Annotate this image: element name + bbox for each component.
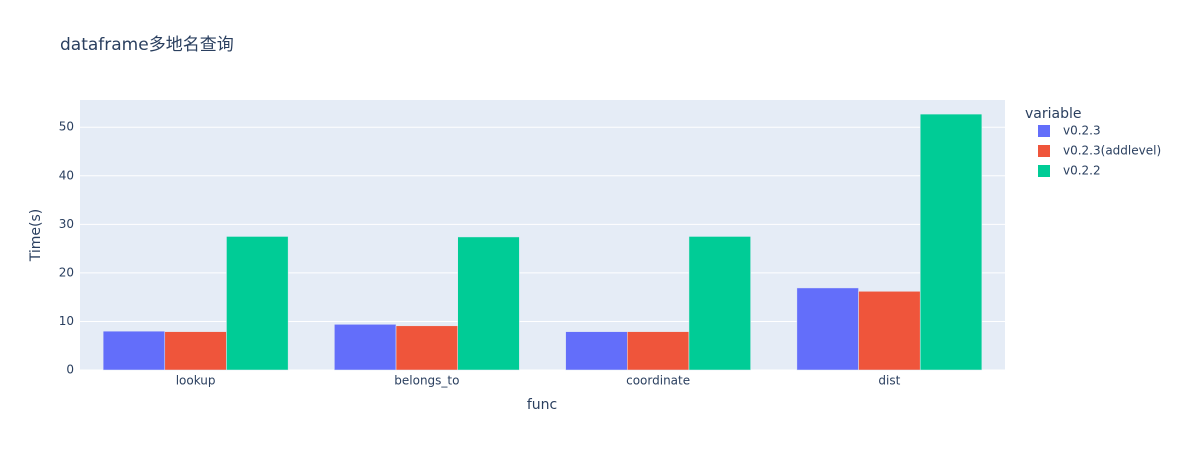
x-tick-label: dist xyxy=(878,374,900,388)
bar xyxy=(627,331,690,371)
legend-label: v0.2.3 xyxy=(1063,124,1101,138)
y-tick-label: 0 xyxy=(66,363,74,377)
bar xyxy=(164,331,227,371)
legend-title: variable xyxy=(1025,106,1081,122)
bar xyxy=(395,325,458,371)
bar xyxy=(334,324,397,371)
bar xyxy=(565,331,628,371)
bar xyxy=(688,236,751,371)
y-tick-label: 50 xyxy=(59,120,74,134)
x-axis-label: func xyxy=(527,397,557,413)
bar xyxy=(226,236,289,371)
legend-label: v0.2.2 xyxy=(1063,164,1101,178)
y-tick-label: 10 xyxy=(59,314,74,328)
legend-swatch xyxy=(1038,125,1050,137)
x-tick-label: coordinate xyxy=(626,374,690,388)
x-tick-label: lookup xyxy=(176,374,216,388)
bar xyxy=(858,291,921,371)
x-tick-label: belongs_to xyxy=(394,374,459,388)
y-tick-label: 40 xyxy=(59,168,74,182)
bar xyxy=(102,330,166,371)
legend-swatch xyxy=(1038,145,1050,157)
bar xyxy=(796,287,859,371)
y-tick-label: 20 xyxy=(59,265,74,279)
bar xyxy=(457,236,520,371)
legend-swatch xyxy=(1038,165,1050,177)
y-tick-label: 30 xyxy=(59,217,74,231)
chart-title: dataframe多地名查询 xyxy=(60,35,234,55)
legend-label: v0.2.3(addlevel) xyxy=(1063,144,1161,158)
y-axis-label: Time(s) xyxy=(28,209,44,262)
bar xyxy=(919,113,983,371)
